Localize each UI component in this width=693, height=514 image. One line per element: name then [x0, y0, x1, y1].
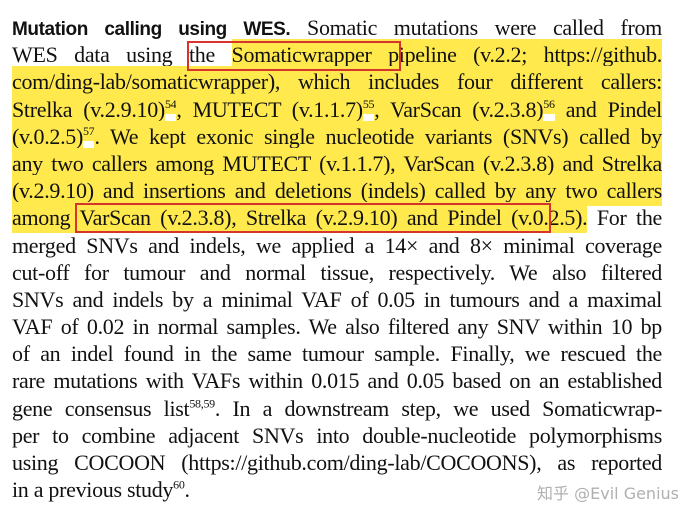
- text-segment: rare mutations with VAFs within 0.015 an…: [12, 368, 662, 394]
- annotation-box-indel-callers: [75, 203, 551, 233]
- text-line: SNVs and indels by a minimal VAF of 0.05…: [12, 286, 662, 313]
- text-line: merged SNVs and indels, we applied a 14×…: [12, 232, 662, 259]
- text-line: per to combine adjacent SNVs into double…: [12, 422, 662, 449]
- citation-superscript: 56: [543, 94, 555, 115]
- highlighted-text: . We kept exonic single nucleotide varia…: [94, 120, 662, 152]
- text-line: gene consensus list58,59. In a downstrea…: [12, 395, 662, 422]
- text-line: any two callers among MUTECT (v.1.1.7), …: [12, 147, 662, 179]
- text-segment: cut-off for tumour and normal tissue, re…: [12, 259, 662, 285]
- text-line: in a previous study60.: [12, 476, 662, 503]
- highlighted-text: (v.2.9.10) and insertions and deletions …: [12, 175, 662, 207]
- text-line: among VarScan (v.2.3.8), Strelka (v.2.9.…: [12, 202, 662, 234]
- text-segment: .: [184, 477, 191, 503]
- text-line: VAF of 0.02 in normal samples. We also f…: [12, 313, 662, 340]
- text-segment: SNVs and indels by a minimal VAF of 0.05…: [12, 286, 662, 312]
- paragraph-mutation-calling: Mutation calling using WES. Somatic muta…: [12, 14, 662, 503]
- text-segment: Somatic mutations were called from: [290, 15, 662, 40]
- text-segment: merged SNVs and indels, we applied a 14×…: [12, 232, 662, 258]
- text-line: WES data using the Somaticwrapper pipeli…: [12, 39, 662, 71]
- text-line: com/ding-lab/somaticwrapper), which incl…: [12, 66, 662, 98]
- citation-superscript: 60: [173, 477, 185, 492]
- highlighted-text: , VarScan (v.2.3.8): [374, 93, 544, 125]
- text-line: (v.0.2.5)57. We kept exonic single nucle…: [12, 120, 662, 152]
- text-line: of an indel found in the same tumour sam…: [12, 340, 662, 367]
- text-line: cut-off for tumour and normal tissue, re…: [12, 259, 662, 286]
- text-segment: of an indel found in the same tumour sam…: [12, 341, 662, 367]
- highlighted-text: (v.0.2.5): [12, 120, 83, 152]
- annotation-box-somaticwrapper: [187, 41, 401, 71]
- highlighted-text: , MUTECT (v.1.1.7): [176, 93, 363, 125]
- highlighted-text: any two callers among MUTECT (v.1.1.7), …: [12, 147, 662, 179]
- highlighted-text: Somaticwrapper pipeline (v.2.2; https://…: [231, 39, 662, 71]
- text-line: rare mutations with VAFs within 0.015 an…: [12, 367, 662, 394]
- text-line: Strelka (v.2.9.10)54, MUTECT (v.1.1.7)55…: [12, 93, 662, 125]
- text-segment: WES data using the: [12, 42, 232, 68]
- citation-superscript: 58,59: [189, 396, 215, 411]
- highlighted-text: among VarScan (v.2.3.8), Strelka (v.2.9.…: [12, 202, 588, 234]
- text-segment: per to combine adjacent SNVs into double…: [12, 422, 662, 448]
- highlighted-text: Strelka (v.2.9.10): [12, 93, 165, 125]
- text-segment: For the: [587, 205, 662, 231]
- text-segment: . In a downstream step, we used Somaticw…: [214, 395, 662, 421]
- highlighted-text: com/ding-lab/somaticwrapper), which incl…: [12, 66, 662, 98]
- citation-superscript: 54: [164, 94, 177, 115]
- text-segment: gene consensus list: [12, 395, 190, 421]
- text-line: Mutation calling using WES. Somatic muta…: [12, 14, 662, 41]
- text-line: (v.2.9.10) and insertions and deletions …: [12, 175, 662, 207]
- watermark: 知乎 @Evil Genius: [537, 484, 679, 503]
- citation-superscript: 55: [362, 94, 375, 115]
- text-segment: VAF of 0.02 in normal samples. We also f…: [12, 314, 662, 340]
- text-segment: using COCOON (https://github.com/ding-la…: [12, 450, 662, 475]
- citation-superscript: 57: [83, 121, 95, 142]
- text-segment: in a previous study: [12, 477, 174, 503]
- section-heading: Mutation calling using WES.: [12, 19, 291, 40]
- text-line: using COCOON (https://github.com/ding-la…: [12, 449, 662, 476]
- highlighted-text: and Pindel: [554, 93, 662, 125]
